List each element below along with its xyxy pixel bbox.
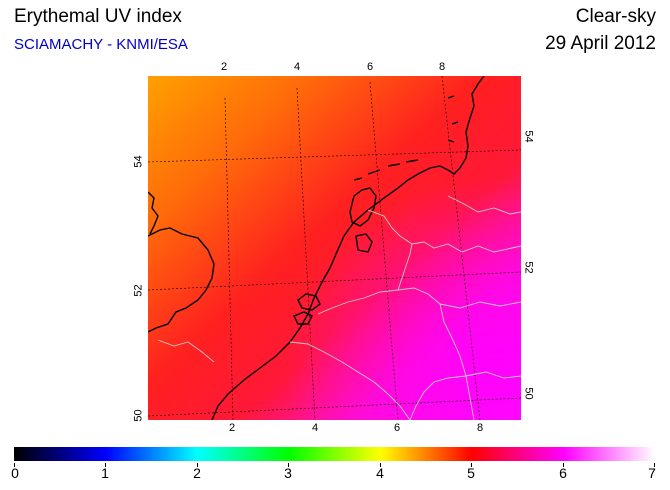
lat-tick-right: 50	[522, 387, 535, 400]
colorbar-tick	[563, 463, 564, 467]
lat-tick-left: 52	[132, 284, 145, 297]
colorbar-label: 4	[376, 465, 384, 481]
colorbar-gradient	[14, 447, 655, 461]
lon-tick-top: 6	[366, 61, 374, 73]
lat-tick-left: 50	[132, 409, 145, 422]
lon-tick-bottom: 4	[311, 422, 319, 434]
lon-tick-bottom: 2	[228, 422, 236, 434]
colorbar-tick	[654, 463, 655, 467]
lon-tick-top: 2	[220, 61, 228, 73]
lat-tick-right: 52	[522, 261, 535, 274]
colorbar-label: 1	[101, 465, 109, 481]
lon-tick-top: 4	[293, 61, 301, 73]
lat-tick-right: 54	[522, 130, 535, 143]
country-borders	[157, 195, 521, 420]
colorbar-tick	[288, 463, 289, 467]
map-title: Erythemal UV index	[14, 6, 182, 27]
colorbar-tick	[380, 463, 381, 467]
data-source-label: SCIAMACHY - KNMI/ESA	[14, 36, 188, 53]
colorbar-label: 3	[284, 465, 292, 481]
map-canvas	[148, 76, 521, 420]
date-label: 29 April 2012	[545, 33, 656, 54]
coastline	[148, 76, 485, 420]
lon-tick-top: 8	[438, 61, 446, 73]
uv-colorbar	[14, 447, 655, 461]
sky-condition-label: Clear-sky	[575, 6, 656, 27]
colorbar-label: 5	[467, 465, 475, 481]
lon-tick-bottom: 6	[393, 422, 401, 434]
colorbar-label: 7	[648, 465, 656, 481]
uv-index-map[interactable]	[148, 76, 521, 420]
colorbar-tick	[471, 463, 472, 467]
graticule	[148, 76, 521, 420]
colorbar-label: 6	[559, 465, 567, 481]
uv-field-high	[148, 76, 521, 420]
lat-tick-left: 54	[132, 155, 145, 168]
lon-tick-bottom: 8	[476, 422, 484, 434]
colorbar-tick	[14, 463, 15, 467]
colorbar-label: 0	[11, 465, 19, 481]
colorbar-tick	[197, 463, 198, 467]
colorbar-label: 2	[193, 465, 201, 481]
colorbar-tick	[105, 463, 106, 467]
